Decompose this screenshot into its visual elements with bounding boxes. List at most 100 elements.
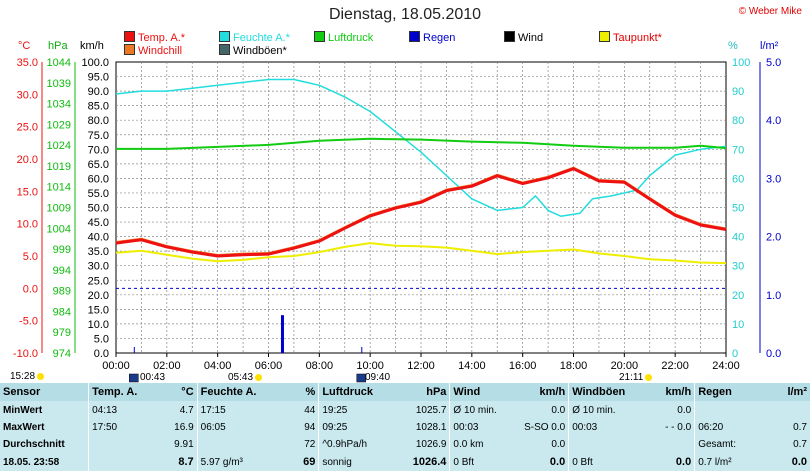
x-tick-label: 10:00: [356, 360, 384, 372]
temp-tick-label: 15.0: [17, 186, 38, 198]
stats-cell: 0 Bft: [568, 453, 637, 471]
temp-tick-label: 20.0: [17, 154, 38, 166]
pressure-tick-label: 1004: [47, 223, 71, 235]
stats-header: °C: [144, 383, 198, 402]
pressure-tick-label: 1029: [47, 119, 71, 131]
series-line: [115, 167, 727, 258]
stats-cell: S-SO 0.0: [524, 421, 566, 433]
stats-cell: 00:03: [449, 418, 508, 437]
stats-cell: 1025.7: [415, 404, 447, 416]
stats-cell: 0.0: [551, 404, 566, 416]
humidity-tick-label: 100: [732, 57, 750, 69]
legend-swatch-icon: [124, 31, 135, 42]
legend-swatch-icon: [124, 44, 135, 55]
rain-tick-label: 2.0: [766, 232, 781, 244]
wind-tick-label: 50.0: [88, 203, 109, 215]
stats-cell: 0.7: [793, 421, 807, 433]
stats-cell: 17:50: [88, 418, 145, 437]
pressure-tick-label: 1039: [47, 78, 71, 90]
stats-header: Regen: [694, 383, 763, 402]
stats-header: Temp. A.: [88, 383, 145, 402]
wind-tick-label: 40.0: [88, 232, 109, 244]
humidity-tick-label: 30: [732, 261, 744, 273]
rain-tick-label: 0.0: [766, 348, 781, 360]
x-tick-label: 02:00: [153, 360, 181, 372]
humidity-tick-label: 10: [732, 319, 744, 331]
weather-chart: 35.0 30.0 25.0 20.0 15.0 10.0 5.0 0.0 -5.0 -10.0 1…: [13, 57, 781, 383]
x-tick-label: 20:00: [611, 360, 639, 372]
pressure-tick-label: 984: [53, 306, 71, 318]
pressure-tick-label: 1044: [47, 57, 71, 69]
marker-time-value: 00:43: [140, 372, 166, 383]
legend-swatch-icon: [219, 31, 230, 42]
x-tick-label: 06:00: [255, 360, 283, 372]
stats-cell: 0.0: [675, 456, 692, 469]
temp-tick-label: 5.0: [23, 251, 38, 263]
legend-label: Temp. A.*: [138, 32, 186, 44]
humidity-tick-label: 50: [732, 203, 744, 215]
stats-row-max: MaxWert 17:50 16.9 06:05 94 09:25 1028.1…: [0, 418, 810, 437]
humidity-tick-label: 40: [732, 232, 744, 244]
stats-row-avg: Durchschnitt 9.91 72 ^0.9hPa/h 1026.9 0.…: [0, 436, 810, 454]
rain-tick-label: 5.0: [766, 57, 781, 69]
stats-cell: MaxWert: [3, 421, 45, 433]
stats-cell: 0.0: [791, 456, 807, 469]
legend-label: Taupunkt*: [613, 32, 662, 44]
x-tick-label: 16:00: [509, 360, 537, 372]
stats-row-current: 18.05. 23:58 8.7 5.97 g/m³ 69 sonnig 102…: [0, 453, 810, 471]
marker-icon: [356, 373, 367, 383]
stats-cell: [88, 453, 145, 471]
left-time-value: 15:28: [10, 371, 36, 382]
x-tick-label: 22:00: [661, 360, 689, 372]
x-tick-label: 14:00: [458, 360, 486, 372]
series-line: [115, 78, 727, 217]
stats-header-row: Sensor Temp. A. °C Feuchte A. % Luftdruc…: [0, 383, 810, 402]
pressure-tick-label: 994: [53, 265, 71, 277]
wind-tick-label: 0.0: [94, 348, 109, 360]
stats-cell: Ø 10 min.: [568, 401, 637, 419]
temp-tick-label: 0.0: [23, 283, 38, 295]
stats-cell: 09:25: [318, 418, 387, 437]
stats-cell: 0.0: [677, 404, 692, 416]
stats-header: Luftdruck: [318, 383, 387, 402]
temp-tick-label: 30.0: [17, 89, 38, 101]
legend-swatch-icon: [314, 31, 325, 42]
x-tick-label: 04:00: [204, 360, 232, 372]
legend-label: Luftdruck: [328, 32, 374, 44]
copyright: © Weber Mike: [738, 6, 802, 17]
stats-cell: MinWert: [3, 404, 43, 416]
sun-icon: [37, 373, 45, 380]
stats-cell: 4.7: [179, 404, 194, 416]
rain-tick-label: 1.0: [766, 290, 781, 302]
wind-tick-label: 25.0: [88, 275, 109, 287]
legend-swatch-icon: [599, 31, 610, 42]
temp-tick-label: -10.0: [13, 348, 38, 360]
stats-header: %: [260, 383, 319, 402]
stats-cell: [196, 436, 261, 454]
stats-cell: [88, 436, 145, 454]
wind-tick-label: 100.0: [81, 57, 109, 69]
legend-label: Windchill: [138, 45, 183, 57]
wind-tick-label: 5.0: [94, 333, 109, 345]
legend-swatch-icon: [409, 31, 420, 42]
stats-cell: [763, 401, 810, 418]
legend-label: Regen: [423, 32, 456, 44]
pressure-tick-label: 989: [53, 286, 71, 298]
wind-tick-label: 30.0: [88, 261, 109, 273]
wind-tick-label: 65.0: [88, 159, 109, 171]
stats-cell: [568, 436, 637, 454]
stats-cell: 16.9: [174, 421, 194, 433]
stats-cell: 1026.4: [412, 456, 447, 469]
stats-cell: ^0.9hPa/h: [318, 436, 387, 454]
wind-axis-title: km/h: [80, 40, 104, 52]
x-tick-label: 18:00: [560, 360, 588, 372]
stats-cell: 72: [304, 439, 316, 451]
rain-tick-label: 4.0: [766, 115, 781, 127]
stats-cell: 0.0: [551, 439, 566, 451]
stats-header: Feuchte A.: [196, 383, 261, 402]
stats-cell: sonnig: [318, 453, 387, 471]
series-line: [116, 137, 727, 150]
stats-cell: 94: [304, 421, 316, 433]
pressure-tick-label: 1024: [47, 140, 71, 152]
sunrise: 05:43: [228, 372, 263, 383]
